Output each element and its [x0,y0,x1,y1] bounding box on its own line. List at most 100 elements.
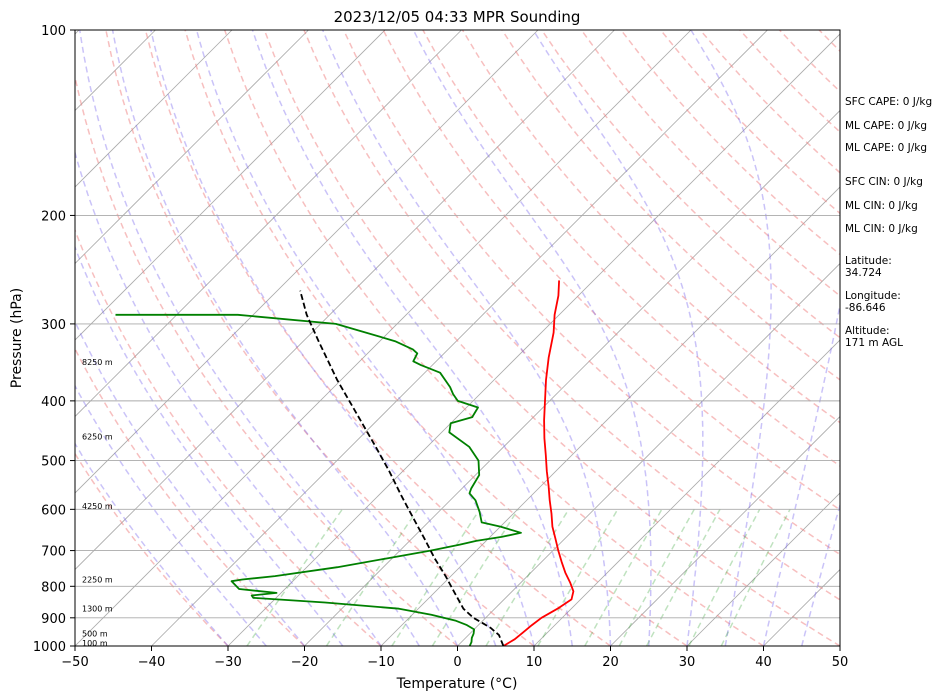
moist-adiabat-line [111,30,459,646]
moist-adiabat-line [195,30,535,646]
moist-adiabat-line [75,442,229,646]
height-label: 2250 m [82,576,113,585]
pressure-gridlines [75,30,840,646]
moist-adiabat-line [532,30,704,646]
mixing-ratio-line [618,508,695,646]
moist-adiabat-line [75,150,382,646]
y-tick-label: 300 [41,318,66,333]
y-axis-title: Pressure (hPa) [9,288,25,388]
isotherm-line [75,30,309,265]
ml-cape: ML CAPE: 0 J/kg [845,120,927,132]
x-tick-label: 30 [679,655,696,670]
x-tick-label: −50 [61,655,88,670]
x-tick-label: −20 [291,655,318,670]
moist-adiabat-line [78,30,420,646]
isotherm-line [457,262,840,646]
dry-adiabat-line [580,30,840,297]
dry-adiabat-line [75,73,458,646]
mixing-ratio-line [584,508,663,646]
dry-adiabat-line [105,30,535,646]
mixing-ratio-line [485,508,570,646]
isotherm-line [686,492,840,646]
y-axis: 1000 900 800 700 600 500 400 300 200 100 [33,24,75,655]
moist-adiabat-line [762,301,840,646]
longitude-value: -86.646 [845,302,886,314]
y-tick-label: 700 [41,545,66,560]
x-tick-label: −40 [138,655,165,670]
x-tick-label: −10 [367,655,394,670]
isotherm-line [610,415,840,646]
x-tick-label: 0 [453,655,461,670]
temperature-line [502,280,575,646]
dry-adiabat-line [144,30,611,646]
x-tick-label: 20 [602,655,619,670]
latitude-value: 34.724 [845,267,882,279]
isotherm-line [151,30,768,646]
moist-adiabat-line [690,30,772,646]
dry-adiabat-line [75,347,306,646]
altitude-value: 171 m AGL [845,337,903,349]
dry-adiabat-line [342,30,840,556]
y-tick-label: 600 [41,503,66,518]
parcel-path-line [299,290,505,646]
mixing-ratio-line [537,508,619,646]
sfc-cin: SFC CIN: 0 J/kg [845,176,923,188]
height-label: 6250 m [82,433,113,442]
series-layer [115,280,575,646]
chart-title: 2023/12/05 04:33 MPR Sounding [334,8,581,26]
isotherm-line [380,186,840,646]
ml-cin: ML CIN: 0 J/kg [845,200,918,212]
longitude-label: Longitude: [845,290,901,302]
moist-adiabat-line [75,245,344,646]
moist-adiabat-line [150,30,497,646]
x-axis: −50 −40 −30 −20 −10 0 10 20 30 40 50 [61,646,848,670]
x-tick-label: 50 [832,655,849,670]
height-label: 4250 m [82,502,113,511]
isotherm-line [227,33,840,646]
isotherm-line [75,30,615,571]
isotherm-line [304,109,840,646]
y-tick-label: 100 [41,24,66,39]
altitude-label: Altitude: [845,325,890,337]
x-tick-label: 40 [755,655,772,670]
height-label: 100 m [82,639,108,648]
dry-adiabat-line [75,452,229,646]
moist-adiabat-line [412,30,652,646]
height-label: 8250 m [82,358,113,367]
y-tick-label: 1000 [33,640,66,655]
mixing-ratio-line [645,508,721,646]
dry-adiabat-line [382,30,840,511]
y-tick-label: 900 [41,612,66,627]
ml-cape-2: ML CAPE: 0 J/kg [845,142,927,154]
ml-cin-2: ML CIN: 0 J/kg [845,223,918,235]
isotherm-line [0,30,3,646]
isotherm-line [75,30,462,418]
dry-adiabat-line [184,30,688,646]
height-label: 500 m [82,630,108,639]
x-axis-title: Temperature (°C) [396,676,518,692]
isotherm-line [75,30,539,494]
sfc-cape: SFC CAPE: 0 J/kg [845,96,932,108]
isotherm-line [533,339,840,646]
mixing-ratio-line [431,508,519,646]
sounding-parameters: SFC CAPE: 0 J/kg ML CAPE: 0 J/kg ML CAPE: … [845,96,932,349]
dry-adiabat-line [75,228,382,646]
x-tick-label: 10 [526,655,543,670]
height-label: 1300 m [82,605,113,614]
y-tick-label: 200 [41,209,66,224]
y-tick-label: 500 [41,455,66,470]
dry-adiabat-line [263,30,840,646]
y-tick-label: 800 [41,580,66,595]
dry-adiabat-line [422,30,840,467]
dry-adiabat-line [303,30,840,601]
dewpoint-line [115,313,522,646]
background-lines [0,30,840,646]
x-tick-label: −30 [214,655,241,670]
moist-adiabat-line [251,30,574,646]
moist-adiabat-line [75,384,267,646]
moist-adiabat-line [322,30,612,646]
latitude-label: Latitude: [845,255,892,267]
moist-adiabat-line [801,502,840,646]
